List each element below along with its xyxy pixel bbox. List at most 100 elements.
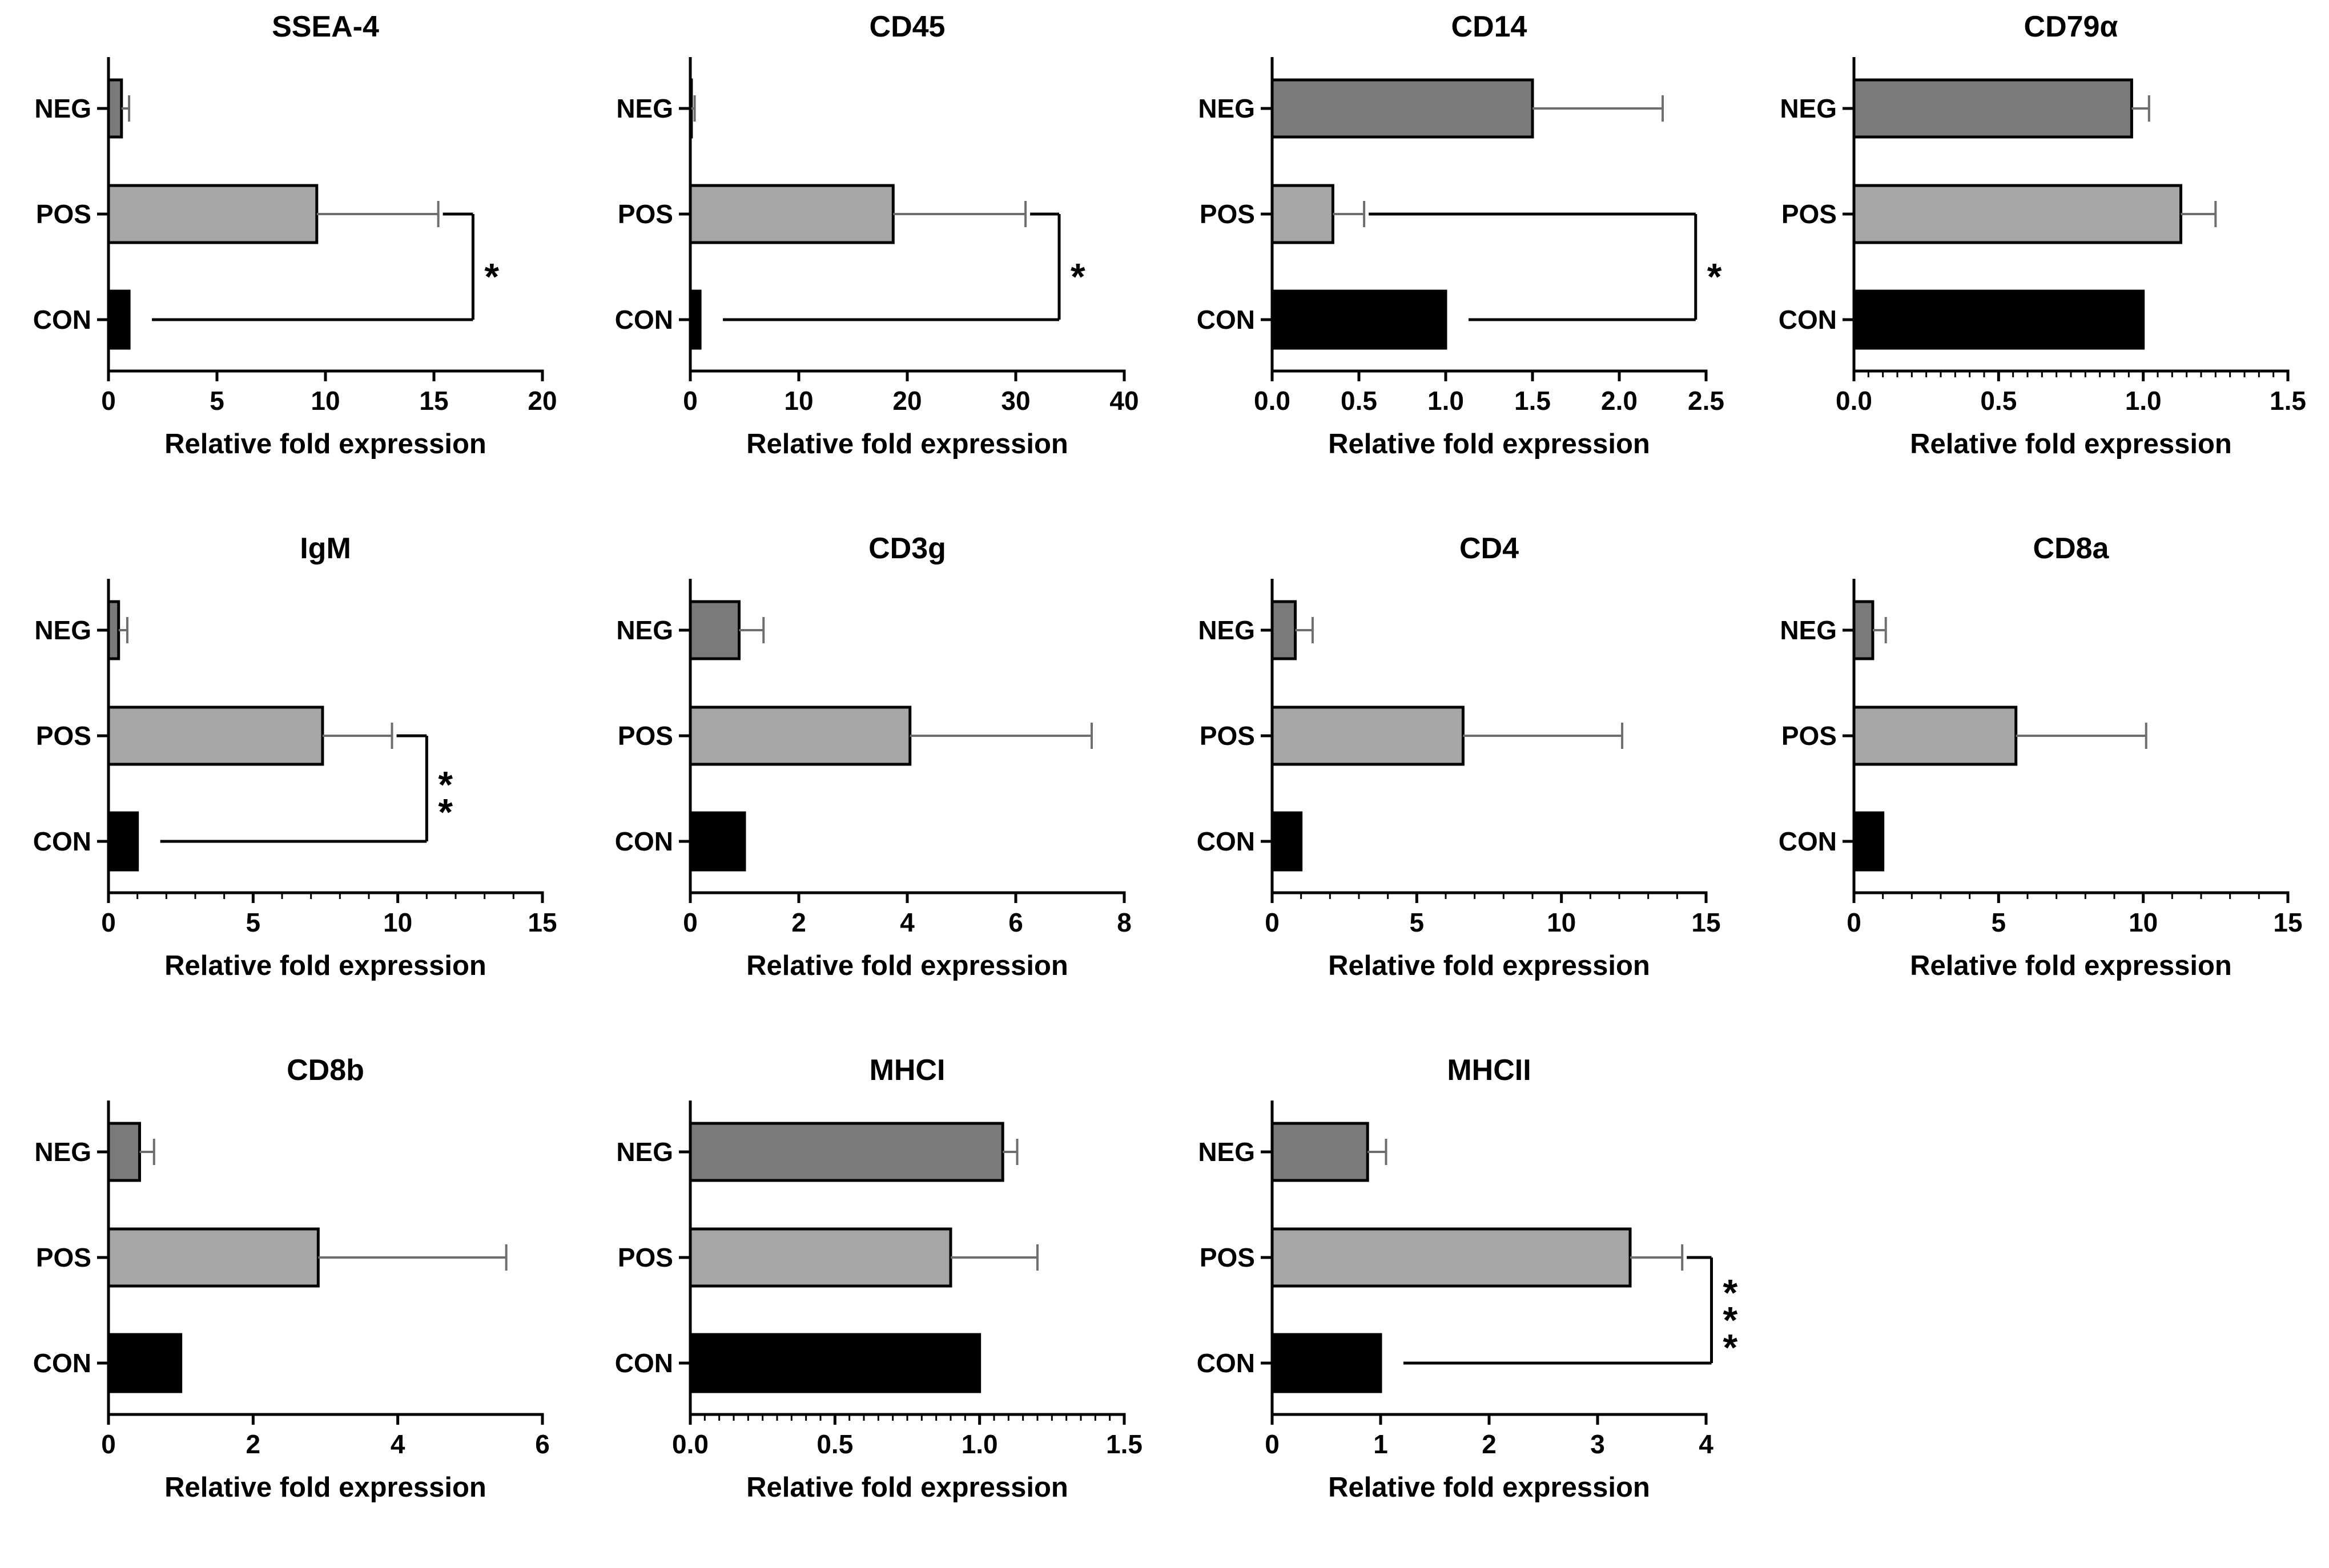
- bar-pos: [1852, 706, 2018, 766]
- bar-neg: [107, 78, 123, 139]
- x-axis-tick-label: 1.0: [962, 1429, 998, 1459]
- chart-title: MHCI: [870, 1054, 946, 1087]
- bar-chart-cd3g: CD3g 0 2 4 6 8 Relative fold expression NEG POS C…: [615, 532, 1132, 981]
- bar-chart-mhcii: MHCII 0 1 2 3 4 Relative fold expression NEG POS…: [1197, 1054, 1738, 1503]
- category-label-pos: POS: [618, 1243, 673, 1272]
- x-axis-tick-label: 5: [246, 908, 261, 937]
- bar-neg: [1270, 1122, 1369, 1182]
- x-axis-tick-label: 0: [1265, 1429, 1280, 1459]
- significance-asterisk: *: [1723, 1299, 1738, 1341]
- category-label-neg: NEG: [1780, 94, 1837, 123]
- category-label-con: CON: [33, 827, 91, 856]
- x-axis-tick-label: 2: [246, 1429, 261, 1459]
- bar-neg: [107, 600, 120, 660]
- x-axis-tick-label: 15: [1691, 908, 1720, 937]
- category-label-pos: POS: [1200, 721, 1255, 751]
- x-axis-tick-label: 0.0: [1836, 386, 1872, 416]
- chart-cell-mhci: MHCI 0.0 0.5 1.0 1.5 Relative fold expression…: [582, 1043, 1164, 1565]
- x-axis-tick-label: 15: [419, 386, 448, 416]
- x-axis-tick-label: 40: [1109, 386, 1139, 416]
- bar-pos: [107, 706, 324, 766]
- bar-neg: [107, 1122, 141, 1182]
- bar-chart-cd8a: CD8a 0 5 10 15 Relative fold expression NEG POS…: [1779, 532, 2303, 981]
- category-label-pos: POS: [618, 199, 673, 229]
- chart-title: CD4: [1459, 532, 1519, 565]
- significance-asterisk: *: [1723, 1327, 1738, 1369]
- category-label-con: CON: [1779, 827, 1837, 856]
- category-label-pos: POS: [1781, 199, 1837, 229]
- chart-title: CD14: [1451, 10, 1527, 43]
- x-axis-tick-label: 2.5: [1688, 386, 1724, 416]
- bar-chart-cd4: CD4 0 5 10 15 Relative fold expression NEG POS C…: [1197, 532, 1721, 981]
- chart-title: CD8b: [287, 1054, 364, 1087]
- chart-cell-cd4: CD4 0 5 10 15 Relative fold expression NEG POS C…: [1164, 522, 1745, 1043]
- x-axis-tick-label: 15: [2273, 908, 2302, 937]
- bar-neg: [689, 600, 741, 660]
- x-axis-tick-label: 4: [1699, 1429, 1713, 1459]
- x-axis-tick-label: 4: [900, 908, 915, 937]
- x-axis-title: Relative fold expression: [1328, 1472, 1650, 1503]
- x-axis-tick-label: 0.0: [1254, 386, 1290, 416]
- x-axis-tick-label: 10: [2129, 908, 2158, 937]
- bar-pos: [1270, 1227, 1632, 1288]
- category-label-con: CON: [33, 305, 91, 334]
- significance-asterisk: *: [438, 764, 453, 806]
- bar-neg: [1852, 78, 2133, 139]
- x-axis-tick-label: 0: [683, 908, 698, 937]
- chart-title: CD3g: [868, 532, 946, 565]
- x-axis-tick-label: 0.5: [816, 1429, 853, 1459]
- bar-pos: [107, 1227, 320, 1288]
- x-axis-tick-label: 0.5: [1341, 386, 1377, 416]
- bar-pos: [689, 184, 895, 244]
- x-axis-tick-label: 8: [1117, 908, 1132, 937]
- bar-chart-ssea-4: SSEA-4 0 5 10 15 20 Relative fold expression NE…: [33, 10, 557, 459]
- x-axis-title: Relative fold expression: [1328, 950, 1650, 981]
- x-axis-tick-label: 5: [1992, 908, 2006, 937]
- bar-con: [1852, 289, 2145, 350]
- x-axis-tick-label: 1.5: [1106, 1429, 1143, 1459]
- x-axis-title: Relative fold expression: [746, 429, 1068, 459]
- category-label-con: CON: [33, 1348, 91, 1378]
- x-axis-title: Relative fold expression: [746, 1472, 1068, 1503]
- x-axis-tick-label: 2: [1482, 1429, 1497, 1459]
- bar-neg: [689, 78, 693, 139]
- category-label-neg: NEG: [1198, 94, 1255, 123]
- category-label-con: CON: [615, 305, 673, 334]
- significance-asterisk: *: [438, 791, 453, 833]
- category-label-pos: POS: [1200, 199, 1255, 229]
- x-axis-tick-label: 20: [892, 386, 922, 416]
- bar-con: [1852, 811, 1885, 872]
- x-axis-tick-label: 3: [1590, 1429, 1605, 1459]
- x-axis-tick-label: 0.5: [1980, 386, 2017, 416]
- category-label-neg: NEG: [34, 94, 91, 123]
- category-label-neg: NEG: [1780, 615, 1837, 645]
- significance-asterisk: *: [484, 256, 499, 298]
- category-label-neg: NEG: [1198, 615, 1255, 645]
- x-axis-tick-label: 1.0: [1427, 386, 1464, 416]
- chart-title: CD45: [870, 10, 946, 43]
- chart-cell-cd79α: CD79α 0.0 0.5 1.0 1.5 Relative fold expressio…: [1745, 0, 2327, 522]
- bar-pos: [689, 706, 912, 766]
- bar-con: [107, 811, 139, 872]
- x-axis-title: Relative fold expression: [164, 1472, 486, 1503]
- bar-pos: [107, 184, 319, 244]
- category-label-pos: POS: [36, 1243, 91, 1272]
- x-axis-tick-label: 4: [391, 1429, 405, 1459]
- chart-cell-igm: IgM 0 5 10 15 Relative fold expression NEG POS C…: [0, 522, 582, 1043]
- category-label-con: CON: [615, 1348, 673, 1378]
- significance-asterisk: *: [1723, 1272, 1738, 1314]
- x-axis-tick-label: 0: [1265, 908, 1280, 937]
- x-axis-tick-label: 30: [1001, 386, 1030, 416]
- x-axis-tick-label: 10: [383, 908, 412, 937]
- x-axis-tick-label: 6: [535, 1429, 550, 1459]
- category-label-neg: NEG: [616, 615, 673, 645]
- category-label-neg: NEG: [616, 1137, 673, 1167]
- category-label-con: CON: [1197, 1348, 1255, 1378]
- bar-con: [689, 1333, 982, 1393]
- category-label-con: CON: [1197, 305, 1255, 334]
- bar-neg: [1270, 600, 1297, 660]
- bar-chart-igm: IgM 0 5 10 15 Relative fold expression NEG POS C…: [33, 532, 557, 981]
- chart-cell-cd14: CD14 0.0 0.5 1.0 1.5 2.0 2.5 Relative fold expr…: [1164, 0, 1745, 522]
- category-label-con: CON: [1779, 305, 1837, 334]
